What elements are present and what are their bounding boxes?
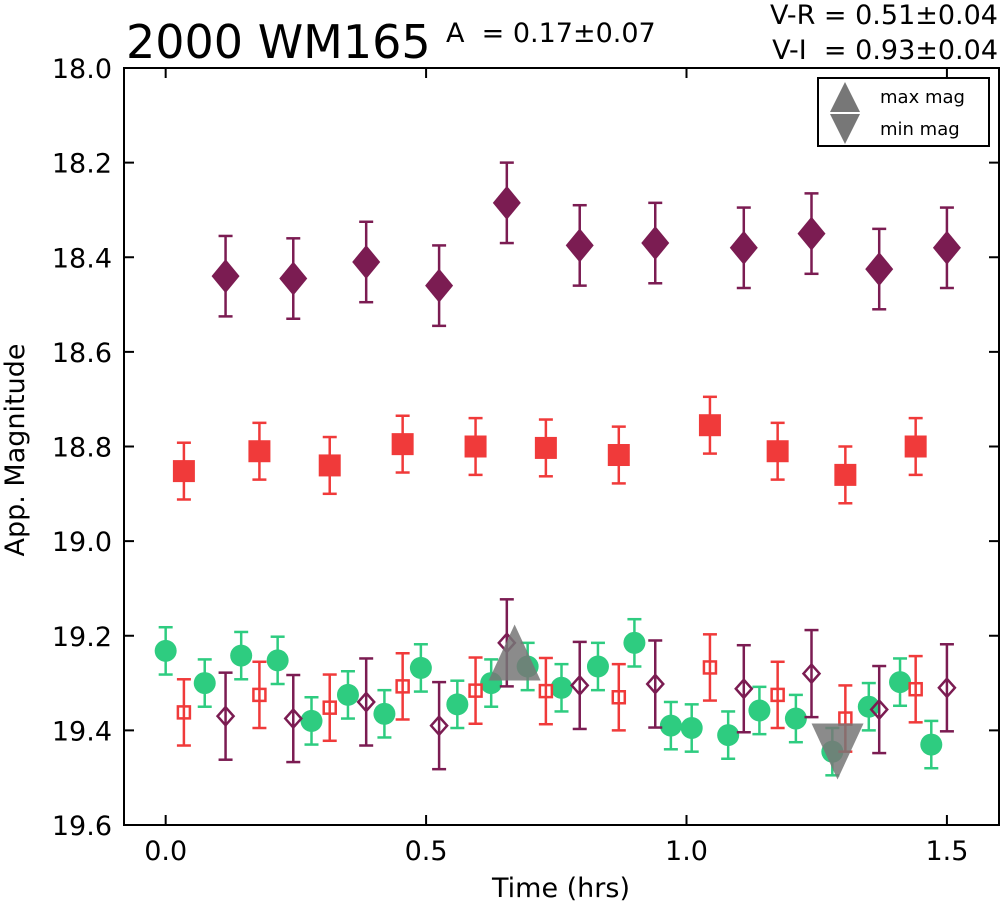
data-point-square [318,454,341,477]
data-point-square [766,440,789,463]
data-point-square [322,700,337,715]
data-point-circle [623,631,646,654]
data-point-square [248,440,271,463]
data-point-square [611,690,627,705]
data-point-circle [550,676,573,699]
data-point-circle [784,707,807,730]
y-tick-label: 18.4 [52,243,112,274]
data-point-circle [717,724,740,747]
data-point-diamond [211,259,240,294]
y-tick-label: 18.0 [52,54,112,85]
data-point-square [908,681,923,697]
plot-marks [154,161,961,780]
data-point-diamond [869,698,889,721]
data-point-circle [300,709,323,732]
color-index-vi: V-I = 0.93±0.04 [772,35,998,66]
data-point-square [698,414,721,437]
data-point-square [770,687,785,703]
y-axis-label: App. Magnitude [0,344,31,557]
data-point-diamond [797,216,826,251]
data-point-diamond [937,676,957,699]
data-point-circle [154,639,177,662]
data-point-square [176,705,192,720]
data-point-circle [446,693,469,716]
legend-min-mag-marker [830,114,860,144]
axes: 0.0 0.5 1.0 1.5 18.0 18.2 18.4 18.6 18.8 19.0 19.2… [52,54,999,867]
data-point-circle [748,699,771,722]
data-point-diamond [565,228,594,263]
amplitude-label: A = 0.17±0.07 [446,18,656,49]
max-mag-marker [488,624,541,681]
data-point-square [395,679,410,694]
data-point-circle [230,644,253,667]
y-tick-label: 18.6 [52,338,112,369]
data-point-diamond [492,185,521,220]
x-axis-label: Time (hrs) [491,873,630,904]
y-tick-label: 19.4 [52,716,112,747]
data-point-diamond [641,226,670,261]
data-point-diamond [352,244,381,279]
data-point-circle [586,655,609,678]
data-point-square [468,683,483,698]
min-mag-marker [811,723,864,780]
data-point-diamond [932,230,961,265]
data-point-diamond [865,252,894,287]
data-point-square [172,460,195,483]
chart-title: 2000 WM165 [126,15,431,69]
data-point-square [534,436,557,459]
y-tick-label: 19.2 [52,622,112,653]
data-point-diamond [734,677,754,700]
data-point-diamond [279,261,308,296]
color-index-vr: V-R = 0.51±0.04 [770,0,998,31]
y-tick-label: 18.2 [52,149,112,180]
data-point-circle [889,671,912,694]
data-point-square [464,435,487,458]
x-tick-label: 1.5 [925,836,968,867]
data-point-circle [373,702,396,725]
data-point-diamond [645,673,665,695]
x-tick-label: 0.0 [144,836,187,867]
data-point-circle [336,683,359,706]
data-point-circle [193,672,216,695]
data-point-square [391,433,414,456]
data-point-circle [920,733,943,756]
legend-max-mag-label: max mag [880,87,965,108]
y-tick-label: 18.8 [52,433,112,464]
legend-max-mag-marker [830,82,860,112]
y-tick-label: 19.0 [52,527,112,558]
legend: max mag min mag [817,77,990,147]
y-tick-label: 19.6 [52,811,112,842]
data-point-square [834,463,857,486]
data-point-diamond [801,662,822,685]
plot-frame [123,67,1000,826]
data-point-diamond [729,230,758,265]
x-tick-label: 1.0 [665,836,708,867]
data-point-diamond [356,691,376,713]
data-point-square [607,444,630,467]
x-tick-label: 0.5 [405,836,448,867]
data-point-diamond [570,674,590,697]
data-point-square [538,683,554,699]
data-point-diamond [215,705,236,728]
data-point-square [702,660,718,675]
data-point-diamond [425,268,454,303]
data-point-square [904,435,927,458]
data-point-circle [266,649,289,672]
legend-min-mag-label: min mag [880,119,960,140]
data-point-circle [659,714,682,737]
data-point-diamond [283,707,303,730]
data-point-circle [680,717,703,740]
data-point-square [252,687,267,703]
data-point-diamond [429,714,449,737]
data-point-circle [409,656,432,679]
